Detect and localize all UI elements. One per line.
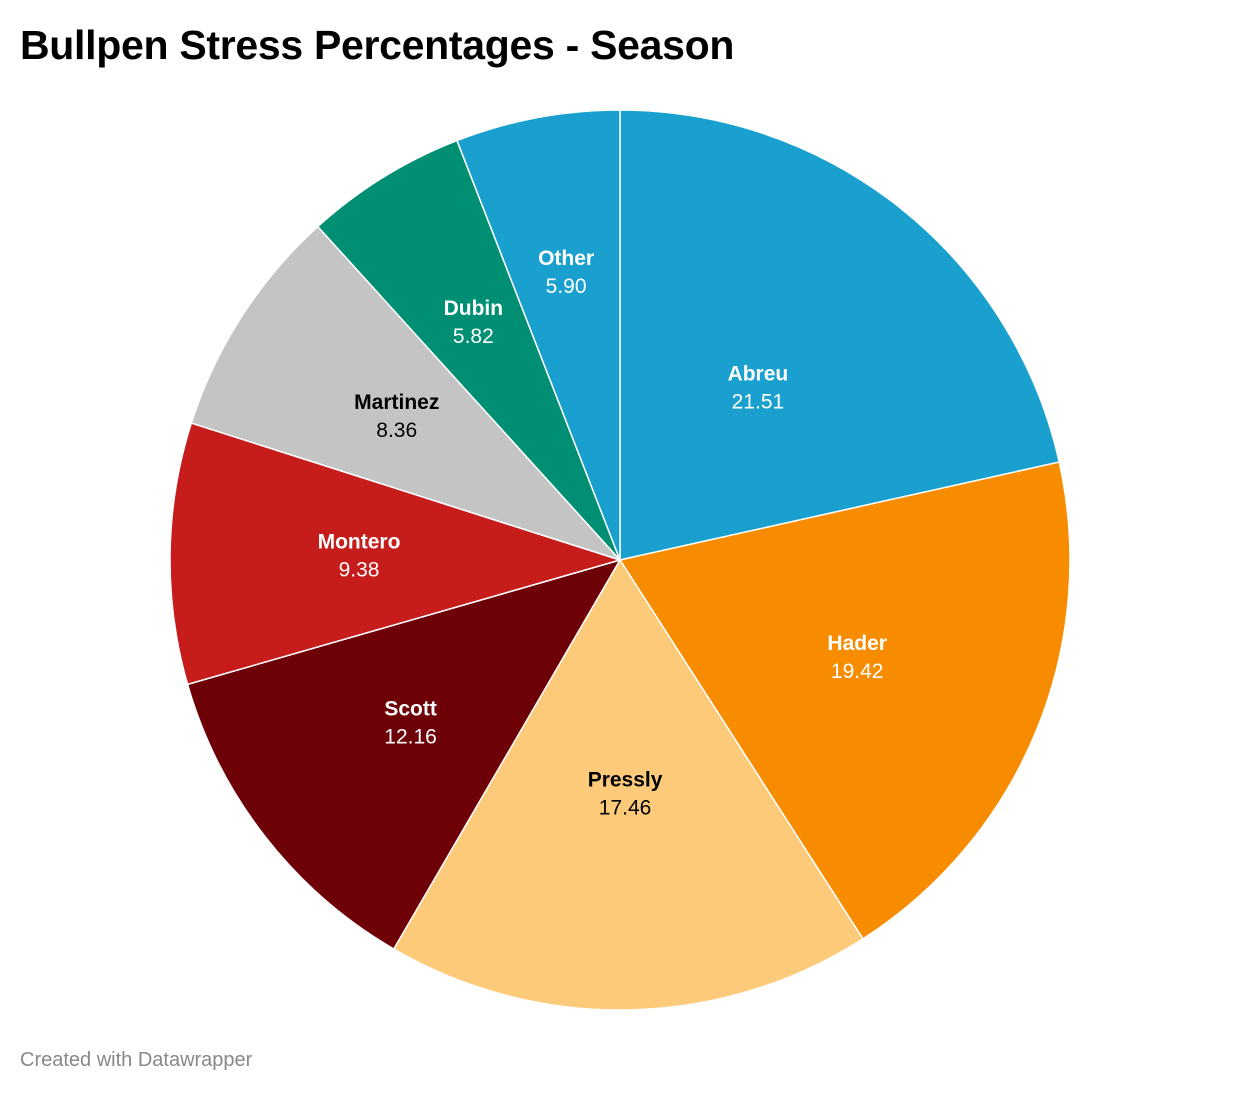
slice-value-other: 5.90 (546, 275, 587, 298)
pie-slice-hader (619, 461, 1071, 940)
datawrapper-credit: Created with Datawrapper (20, 1049, 253, 1071)
pie-slice-abreu (619, 109, 1060, 561)
pie-slice-martinez (190, 225, 621, 561)
slice-label-abreu: Abreu (728, 362, 789, 385)
slice-label-pressly: Pressly (588, 768, 663, 791)
pie-slice-montero (169, 422, 621, 686)
slice-label-other: Other (538, 247, 594, 270)
slice-value-scott: 12.16 (384, 726, 437, 749)
slice-label-montero: Montero (318, 531, 401, 554)
pie-slice-pressly (393, 559, 864, 1011)
pie-slice-other (456, 109, 621, 561)
slice-label-dubin: Dubin (444, 297, 503, 320)
slice-value-abreu: 21.51 (732, 390, 785, 413)
slice-label-martinez: Martinez (354, 391, 439, 414)
slice-value-pressly: 17.46 (599, 796, 652, 819)
slice-label-hader: Hader (827, 632, 887, 655)
chart-title: Bullpen Stress Percentages - Season (20, 22, 735, 68)
pie-labels: Abreu 21.51 Hader 19.42 Pressly 17.46 Scott 12.… (318, 247, 887, 819)
slice-label-scott: Scott (384, 698, 437, 721)
pie-slice-dubin (317, 139, 621, 561)
slice-value-montero: 9.38 (339, 559, 380, 582)
pie-slices (169, 109, 1071, 1011)
slice-value-dubin: 5.82 (453, 325, 494, 348)
slice-value-hader: 19.42 (831, 660, 884, 683)
slice-value-martinez: 8.36 (376, 419, 417, 442)
pie-slice-scott (186, 559, 621, 950)
